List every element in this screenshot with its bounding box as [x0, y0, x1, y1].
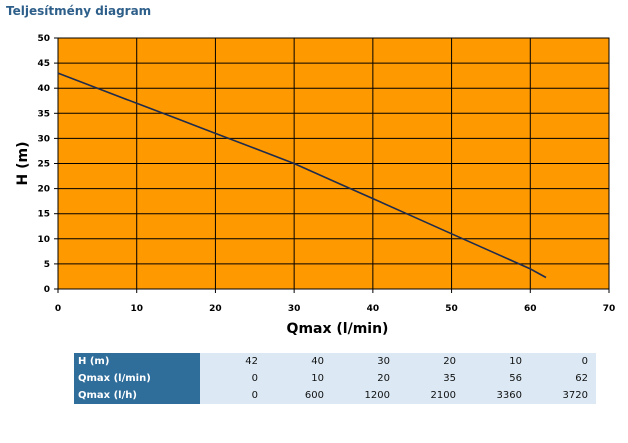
y-tick-label: 30	[37, 134, 50, 144]
table-cell: 40	[266, 353, 332, 370]
table-cell: 3360	[464, 387, 530, 404]
row-label-flow-hour: Qmax (l/h)	[74, 387, 200, 404]
x-tick-label: 60	[524, 304, 537, 314]
y-axis-title: H (m)	[15, 142, 31, 186]
table-cell: 2100	[398, 387, 464, 404]
x-tick-label: 20	[209, 304, 222, 314]
row-label-head: H (m)	[74, 353, 200, 370]
table-cell: 600	[266, 387, 332, 404]
x-tick-label: 10	[130, 304, 143, 314]
x-tick-label: 30	[288, 304, 301, 314]
y-tick-label: 20	[37, 185, 50, 195]
table-cell: 30	[332, 353, 398, 370]
y-tick-label: 5	[44, 260, 50, 270]
table-cell: 0	[200, 370, 266, 387]
y-tick-label: 50	[37, 34, 50, 44]
table-cell: 10	[464, 353, 530, 370]
performance-table: H (m) 42 40 30 20 10 0 Qmax (l/min) 0 10…	[74, 353, 596, 404]
table-cell: 1200	[332, 387, 398, 404]
y-tick-label: 15	[37, 210, 50, 220]
x-axis-title: Qmax (l/min)	[287, 321, 389, 337]
y-tick-label: 45	[37, 59, 50, 69]
y-tick-label: 25	[37, 160, 50, 170]
y-tick-label: 0	[44, 285, 50, 295]
row-label-flow-min: Qmax (l/min)	[74, 370, 200, 387]
grid	[54, 37, 610, 293]
table-row: Qmax (l/h) 0 600 1200 2100 3360 3720	[74, 387, 596, 404]
table-cell: 20	[332, 370, 398, 387]
table-cell: 20	[398, 353, 464, 370]
performance-chart: 0 5 10 15 20 25 30 35 40 45 50 0 10 20 30 40 50 60 70 Qmax…	[15, 34, 615, 337]
table-cell: 10	[266, 370, 332, 387]
table-cell: 3720	[530, 387, 596, 404]
page-title: Teljesítmény diagram	[6, 4, 152, 18]
performance-curve	[57, 72, 547, 279]
tick-labels: 0 5 10 15 20 25 30 35 40 45 50 0 10 20 30 40 50 60 70	[37, 34, 615, 314]
x-tick-label: 70	[603, 304, 616, 314]
x-tick-label: 40	[367, 304, 380, 314]
table-cell: 62	[530, 370, 596, 387]
table-row: H (m) 42 40 30 20 10 0	[74, 353, 596, 370]
table-cell: 35	[398, 370, 464, 387]
y-tick-label: 40	[37, 84, 50, 94]
table-cell: 0	[200, 387, 266, 404]
table-row: Qmax (l/min) 0 10 20 35 56 62	[74, 370, 596, 387]
x-tick-label: 50	[445, 304, 458, 314]
table-cell: 42	[200, 353, 266, 370]
y-tick-label: 35	[37, 109, 50, 119]
x-tick-label: 0	[55, 304, 61, 314]
y-tick-label: 10	[37, 235, 50, 245]
table-cell: 56	[464, 370, 530, 387]
table-cell: 0	[530, 353, 596, 370]
